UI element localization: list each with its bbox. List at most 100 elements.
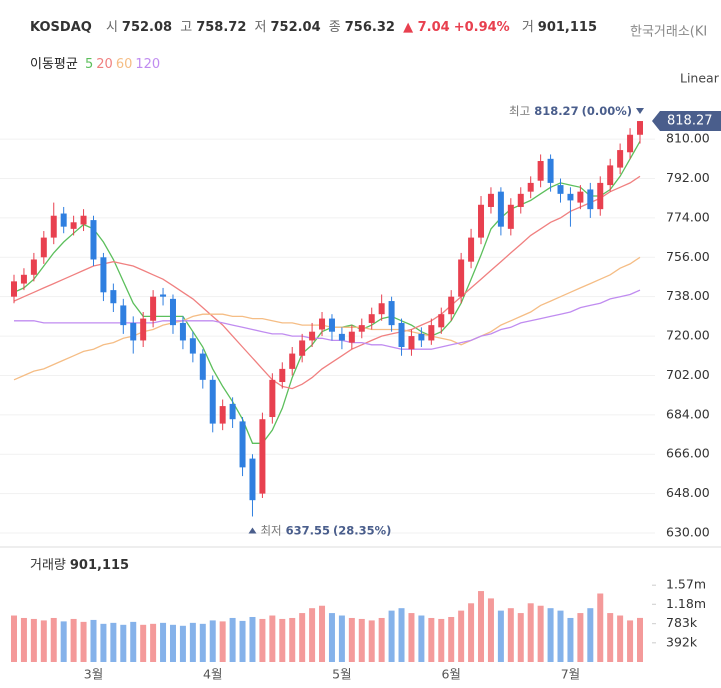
candle-body — [607, 165, 614, 186]
y-tick-label: 756.00 — [666, 249, 710, 264]
exchange: 한국거래소(KI — [630, 25, 707, 40]
annotation-label: 최저 — [260, 523, 281, 537]
quote-label: 시 — [105, 20, 118, 35]
quote-value: 756.32 — [344, 20, 395, 35]
volume-bar — [418, 615, 425, 662]
candle-body — [537, 161, 544, 181]
volume-bar — [348, 617, 355, 662]
volume-bar — [309, 608, 316, 662]
volume-tick-label: 1.18m — [666, 596, 706, 611]
candle-body — [358, 325, 365, 332]
quote-value: 752.08 — [121, 20, 173, 35]
candle-body — [468, 237, 475, 262]
volume-bar — [368, 620, 375, 662]
candle-body — [567, 193, 574, 201]
volume-title: 거래량 901,115 — [30, 558, 129, 573]
candle-body — [597, 182, 604, 210]
volume-bar — [219, 621, 226, 662]
candle-body — [30, 259, 37, 275]
candle-body — [448, 296, 455, 315]
ma-legend-entry[interactable]: 120 — [135, 57, 161, 72]
y-tick-label: 738.00 — [666, 288, 710, 303]
volume-bar — [408, 613, 415, 662]
annotation-value: 637.55 — [286, 523, 330, 537]
ma-line — [13, 175, 641, 390]
volume-bar — [80, 621, 87, 662]
candle-body — [169, 298, 176, 326]
volume-bar — [388, 610, 395, 662]
volume-bar — [11, 615, 17, 662]
volume-bar — [299, 613, 306, 662]
annotation-label: 최고 — [509, 104, 530, 118]
quote-label: 종 — [328, 20, 341, 35]
candle-body — [70, 222, 77, 229]
volume-bar — [90, 619, 97, 662]
header: KOSDAQ 시 752.08 고 758.72 저 752.04 종 756.32 ▲… — [12, 16, 601, 35]
volume-bar — [497, 610, 504, 662]
volume-bar — [319, 605, 326, 662]
y-tick-label: 792.00 — [666, 170, 710, 185]
y-tick-label: 702.00 — [666, 367, 710, 382]
y-tick-label: 774.00 — [666, 209, 710, 224]
volume-bar — [160, 622, 167, 662]
change-value: 7.04 — [417, 20, 450, 35]
volume-bar — [229, 617, 236, 662]
ma-legend-entry[interactable]: 5 — [84, 57, 94, 72]
volume-bar — [428, 617, 435, 662]
volume-bar — [249, 616, 256, 662]
quote-value: 752.04 — [270, 20, 321, 35]
candle-body — [60, 213, 67, 227]
volume-bar — [517, 613, 524, 662]
candle-body — [527, 182, 534, 192]
price-tag — [652, 111, 721, 132]
volume-bar — [448, 616, 455, 662]
candle-body — [150, 296, 157, 321]
volume-tick-label: 783k — [666, 615, 698, 630]
annotation-percent: (0.00%) — [582, 104, 632, 118]
volume-bar — [597, 593, 604, 662]
candle-body — [348, 331, 355, 343]
volume-bar — [458, 610, 465, 662]
y-tick-label: 630.00 — [666, 525, 710, 540]
ma-legend-entry[interactable]: 20 — [96, 57, 113, 72]
volume-bar — [527, 603, 534, 662]
candle-body — [249, 458, 256, 501]
scale-mode[interactable]: Linear — [680, 71, 720, 86]
candle-body — [90, 220, 97, 260]
volume-bar — [70, 618, 77, 662]
candle-body — [617, 150, 624, 168]
volume-bar — [279, 618, 286, 662]
x-tick-label: 4월 — [203, 667, 222, 682]
volume-bar — [120, 624, 127, 662]
volume-bar — [438, 618, 445, 662]
candle-body — [299, 340, 306, 356]
candle-body — [627, 134, 634, 153]
volume-bar — [358, 618, 365, 662]
volume-bar — [557, 610, 564, 662]
candle-body — [517, 193, 524, 207]
volume-bar — [617, 615, 624, 662]
high-annotation: 최고 818.27 (0.00%) — [509, 104, 632, 118]
candle-body — [269, 379, 276, 418]
volume-bar — [130, 621, 137, 662]
candle-body — [219, 406, 226, 424]
ma-legend: 이동평균 5 20 60 120 — [30, 53, 163, 72]
candle-body — [487, 193, 494, 207]
candle-body — [309, 331, 316, 341]
index-title: KOSDAQ — [30, 20, 92, 35]
candle-body — [637, 121, 643, 135]
volume-bar — [20, 617, 27, 662]
high-arrow — [636, 108, 644, 115]
x-tick-label: 5월 — [332, 667, 351, 682]
volume-bar — [577, 613, 584, 662]
volume-bar — [179, 625, 186, 662]
annotation-percent: (28.35%) — [333, 523, 391, 537]
volume-bar — [587, 608, 594, 662]
candle-body — [388, 301, 395, 326]
volume-bar — [378, 617, 385, 662]
ma-legend-entry[interactable]: 60 — [115, 57, 133, 72]
candle-body — [199, 353, 206, 380]
annotation-value: 818.27 — [534, 104, 578, 118]
